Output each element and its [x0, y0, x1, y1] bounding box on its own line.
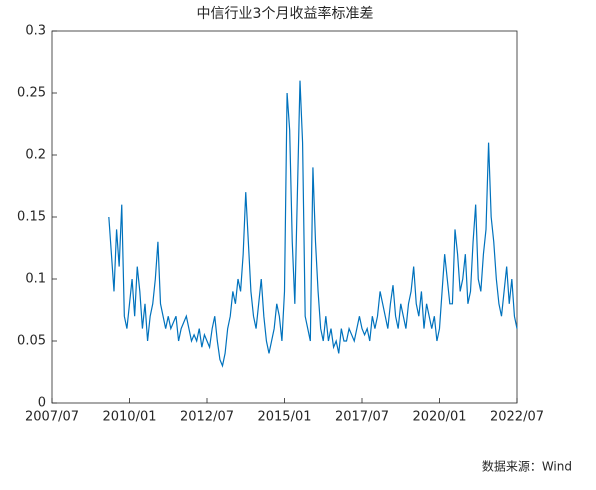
- x-tick-label: 2007/07: [25, 410, 79, 425]
- x-tick-label: 2012/07: [180, 410, 234, 425]
- y-tick-label: 0.1: [25, 272, 46, 287]
- x-tick-label: 2010/01: [102, 410, 156, 425]
- y-tick-label: 0.25: [17, 86, 46, 101]
- x-tick-label: 2015/01: [257, 410, 311, 425]
- x-tick-label: 2017/07: [335, 410, 389, 425]
- source-note: 数据来源：Wind: [482, 459, 572, 474]
- data-line: [108, 80, 518, 368]
- chart-title: 中信行业3个月收益率标准差: [197, 5, 374, 22]
- x-tick-label: 2022/07: [490, 410, 544, 425]
- y-tick-label: 0.05: [17, 334, 46, 349]
- y-tick-label: 0: [38, 396, 46, 411]
- y-tick-label: 0.3: [25, 24, 46, 39]
- x-tick-label: 2020/01: [412, 410, 466, 425]
- y-tick-label: 0.15: [17, 210, 46, 225]
- y-tick-label: 0.2: [25, 148, 46, 163]
